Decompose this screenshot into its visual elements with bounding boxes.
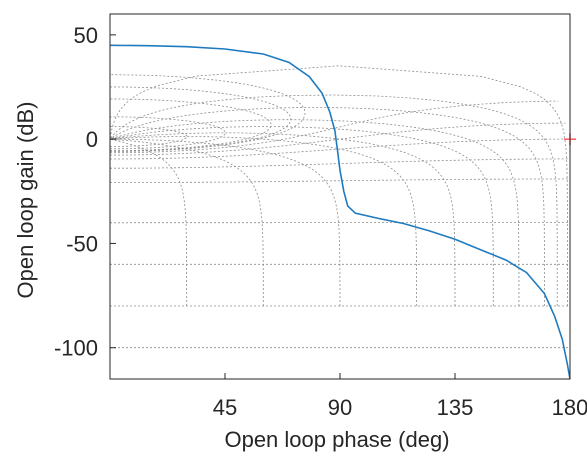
- grid-phase-contour: [110, 138, 264, 306]
- x-tick-label: 90: [328, 395, 352, 420]
- x-tick-label: 135: [437, 395, 474, 420]
- series-layer: [110, 44, 570, 379]
- series-line: [110, 44, 570, 379]
- grid-gain-contour: [110, 122, 566, 156]
- grid-phase-contour: [110, 138, 341, 306]
- y-tick-label: -50: [66, 231, 98, 256]
- nichols-grid: [110, 65, 569, 349]
- grid-phase-contour: [110, 126, 494, 306]
- y-axis-label: Open loop gain (dB): [13, 102, 38, 299]
- grid-phase-contour: [110, 107, 545, 306]
- grid-phase-contour: [110, 132, 456, 306]
- grid-phase-contour: [110, 65, 568, 306]
- y-tick-label: -100: [54, 336, 98, 361]
- plot-background: [110, 14, 570, 379]
- grid-phase-contour: [110, 94, 558, 306]
- x-axis-label: Open loop phase (deg): [224, 427, 449, 452]
- tick-layer: 45 90 135 180 50 0 -50 -100: [54, 23, 587, 420]
- y-tick-label: 0: [86, 127, 98, 152]
- y-tick-label: 50: [74, 23, 98, 48]
- x-tick-label: 45: [213, 395, 237, 420]
- x-tick-label: 180: [552, 395, 587, 420]
- grid-phase-contour: [110, 136, 418, 306]
